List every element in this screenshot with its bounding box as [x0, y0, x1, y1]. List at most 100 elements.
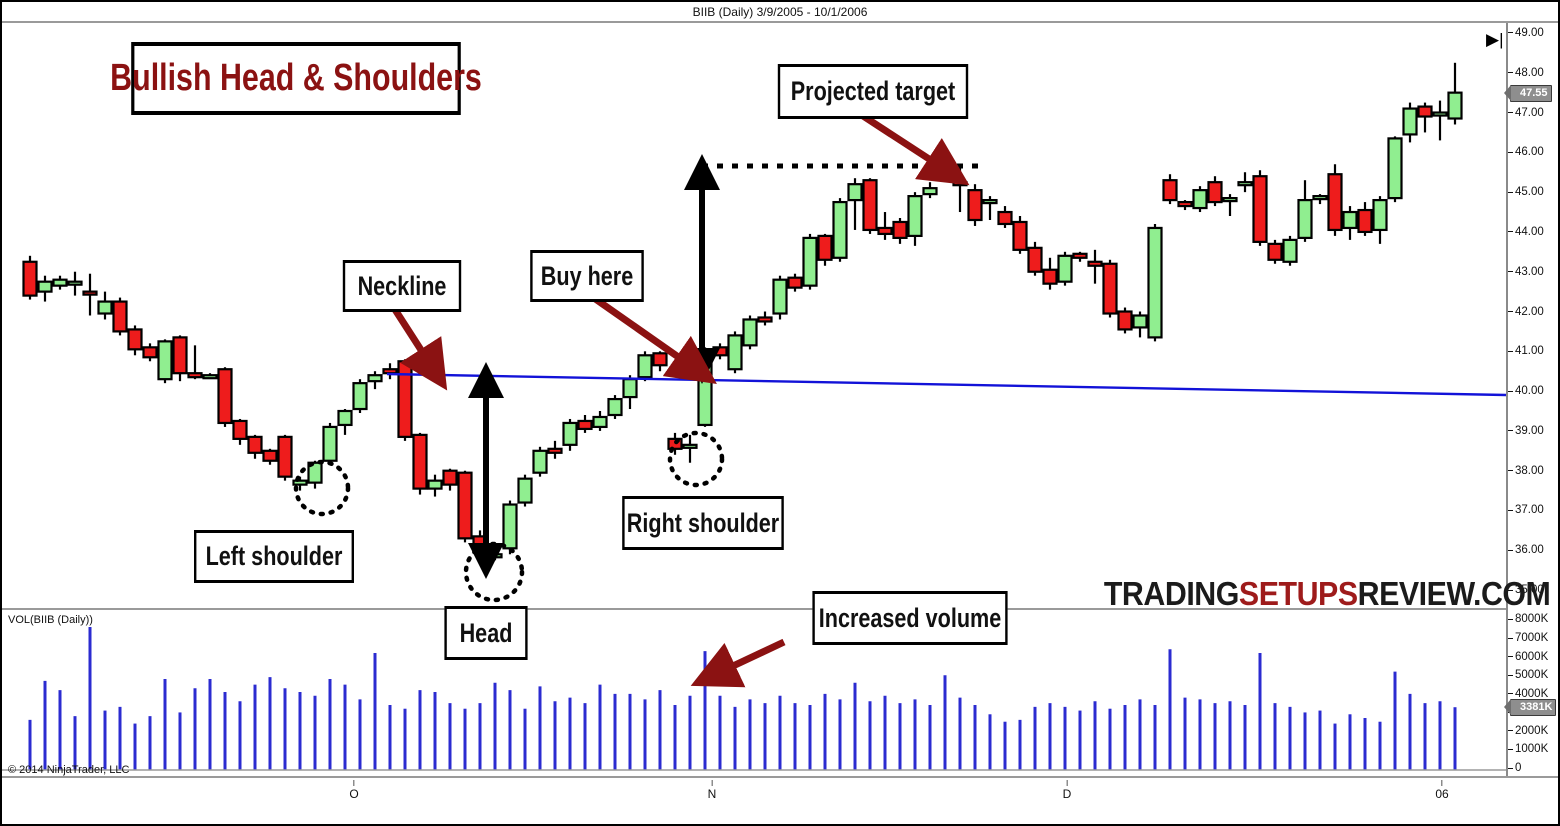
candlestick: [82, 273, 98, 316]
candlestick: [787, 273, 803, 292]
candlestick: [907, 192, 923, 246]
candlestick: [52, 275, 68, 290]
candlestick: [457, 470, 473, 543]
last-volume-badge[interactable]: 3381K: [1503, 699, 1557, 717]
price-axis-tick: 48.00: [1508, 67, 1544, 79]
candlestick: [832, 198, 848, 262]
candlestick: [487, 550, 503, 561]
price-axis[interactable]: 49.00 48.00 47.00 46.00 45.00 44.00 43.00 42.00…: [1486, 23, 1558, 776]
candlestick: [802, 233, 818, 290]
candlestick: [1447, 62, 1463, 125]
candlestick: [1297, 180, 1313, 242]
header-divider: [2, 21, 1558, 23]
candlestick: [1417, 102, 1433, 133]
candlestick: [667, 432, 683, 455]
x-axis: O N D 06: [2, 778, 1506, 824]
annotation-right-shoulder: Right shoulder: [622, 496, 784, 550]
price-axis-tick: 36.00: [1508, 544, 1544, 556]
candlestick: [307, 460, 323, 489]
candlestick: [1372, 196, 1388, 244]
candlestick: [1162, 174, 1178, 205]
candlestick: [1012, 216, 1028, 254]
candlestick: [262, 448, 278, 465]
candlestick: [532, 446, 548, 477]
candlestick: [1072, 251, 1088, 262]
price-axis-tick: 44.00: [1508, 226, 1544, 238]
candlestick: [1357, 202, 1373, 236]
candlestick: [877, 212, 893, 240]
candlestick: [217, 367, 233, 427]
candlestick: [1432, 100, 1448, 141]
candlestick: [757, 311, 773, 326]
volume-axis-tick: 1000K: [1508, 743, 1548, 755]
candlestick: [247, 434, 263, 459]
play-end-icon[interactable]: ▶|: [1486, 30, 1504, 49]
volume-axis-tick: 6000K: [1508, 651, 1548, 663]
annotation-buy-here: Buy here: [530, 250, 644, 302]
candlestick: [1222, 194, 1238, 217]
price-axis-tick: 41.00: [1508, 345, 1544, 357]
candlestick: [1117, 307, 1133, 334]
annotation-increased-volume: Increased volume: [812, 591, 1008, 645]
candlestick: [1102, 259, 1118, 318]
price-axis-tick: 49.00: [1508, 27, 1544, 39]
volume-indicator-label: VOL(BIIB (Daily)): [8, 614, 93, 626]
candlestick: [1387, 136, 1403, 203]
candlestick: [472, 530, 488, 559]
volume-axis-tick: 7000K: [1508, 632, 1548, 644]
volume-axis-tick: 5000K: [1508, 669, 1548, 681]
candlestick: [652, 351, 668, 372]
candlestick: [1327, 164, 1343, 236]
volume-axis-tick: 2000K: [1508, 725, 1548, 737]
candlestick: [382, 363, 398, 380]
neckline-trendline: [386, 372, 1506, 397]
panel-divider: [2, 608, 1506, 610]
candlestick: [982, 196, 998, 220]
price-axis-tick: 35.00: [1508, 584, 1544, 596]
watermark-part-2: SETUPS: [1238, 575, 1358, 612]
candlestick: [547, 440, 563, 459]
candlestick: [1402, 102, 1418, 143]
candlestick: [172, 335, 188, 382]
candlestick: [397, 359, 413, 441]
chart-title-bar: BIIB (Daily) 3/9/2005 - 10/1/2006: [2, 2, 1558, 21]
candlestick: [922, 182, 938, 199]
candlestick: [1177, 200, 1193, 211]
candlestick: [1252, 170, 1268, 246]
candlestick: [1132, 311, 1148, 338]
candlestick: [187, 345, 203, 380]
candlestick: [1147, 223, 1163, 342]
candlestick: [862, 178, 878, 234]
candlestick: [1342, 206, 1358, 240]
candlestick: [292, 476, 308, 491]
candlestick: [847, 178, 863, 230]
copyright-label: © 2014 NinjaTrader, LLC: [8, 764, 130, 776]
volume-axis-tick: 0: [1508, 762, 1521, 774]
candlestick: [322, 422, 338, 463]
annotation-label: Neckline: [357, 270, 447, 301]
candlestick: [1237, 172, 1253, 193]
annotation-left-shoulder: Left shoulder: [194, 530, 354, 583]
candlestick: [1282, 235, 1298, 266]
date-axis-tick: D: [1063, 780, 1071, 801]
price-axis-tick: 46.00: [1508, 146, 1544, 158]
candlestick: [892, 218, 908, 244]
candlestick: [1057, 251, 1073, 286]
candlestick: [562, 418, 578, 451]
date-axis-tick: 06: [1435, 780, 1449, 801]
annotation-label: Left shoulder: [205, 541, 343, 571]
date-axis-tick: N: [708, 780, 716, 801]
candlestick: [127, 325, 143, 356]
candlestick: [157, 339, 173, 384]
candlestick: [1087, 249, 1103, 284]
last-price-badge[interactable]: 47.55: [1504, 84, 1552, 102]
price-plot: [22, 62, 1506, 561]
annotation-pattern-title: Bullish Head & Shoulders: [110, 42, 482, 115]
price-axis-tick: 47.00: [1508, 107, 1544, 119]
candlestick: [142, 343, 158, 362]
candlestick: [502, 500, 518, 555]
annotation-label: Projected target: [790, 76, 956, 106]
volume-panel[interactable]: VOL(BIIB (Daily)): [2, 610, 1506, 776]
candlestick: [337, 409, 353, 435]
